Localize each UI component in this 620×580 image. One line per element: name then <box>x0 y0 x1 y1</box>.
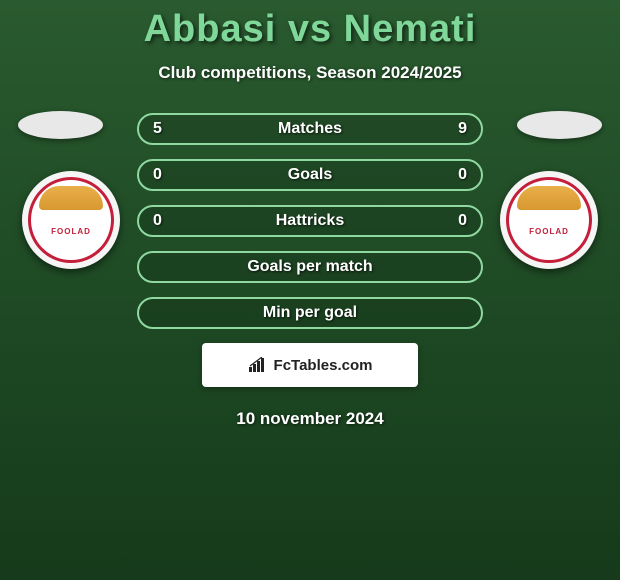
stat-left-value: 0 <box>153 212 173 230</box>
stat-label: Goals per match <box>247 258 372 276</box>
stat-row-goals-per-match: Goals per match <box>137 251 483 283</box>
comparison-panel: FOOLAD FOOLAD 5 Matches 9 0 Goals 0 0 Ha… <box>0 113 620 429</box>
player-avatar-right <box>517 111 602 139</box>
stat-right-value: 9 <box>447 120 467 138</box>
stat-label: Min per goal <box>263 304 357 322</box>
stat-right-value: 0 <box>447 212 467 230</box>
page-title: Abbasi vs Nemati <box>0 0 620 51</box>
stat-row-min-per-goal: Min per goal <box>137 297 483 329</box>
stat-row-goals: 0 Goals 0 <box>137 159 483 191</box>
date-text: 10 november 2024 <box>0 409 620 429</box>
stat-left-value: 0 <box>153 166 173 184</box>
chart-icon <box>248 357 268 373</box>
stat-label: Goals <box>288 166 332 184</box>
club-badge-right: FOOLAD <box>500 171 598 269</box>
player-avatar-left <box>18 111 103 139</box>
stat-label: Hattricks <box>276 212 344 230</box>
stat-left-value: 5 <box>153 120 173 138</box>
club-badge-left: FOOLAD <box>22 171 120 269</box>
brand-text: FcTables.com <box>274 357 373 374</box>
stats-rows: 5 Matches 9 0 Goals 0 0 Hattricks 0 Goal… <box>137 113 483 329</box>
badge-text-right: FOOLAD <box>509 227 589 236</box>
brand-box: FcTables.com <box>202 343 418 387</box>
badge-text-left: FOOLAD <box>31 227 111 236</box>
stat-label: Matches <box>278 120 342 138</box>
stat-row-matches: 5 Matches 9 <box>137 113 483 145</box>
stat-row-hattricks: 0 Hattricks 0 <box>137 205 483 237</box>
subtitle: Club competitions, Season 2024/2025 <box>0 63 620 83</box>
stat-right-value: 0 <box>447 166 467 184</box>
